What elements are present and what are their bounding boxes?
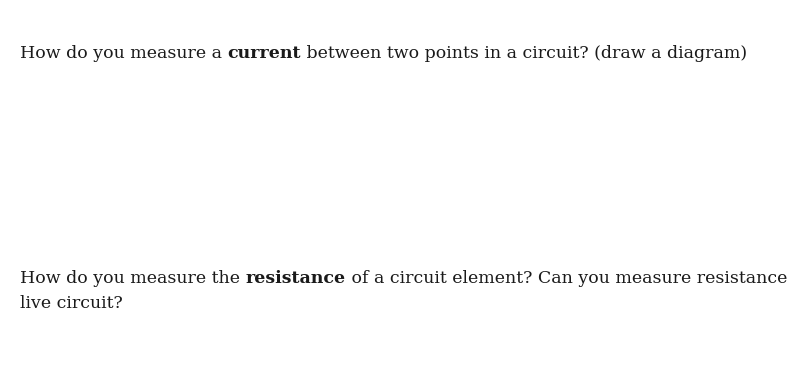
Text: resistance: resistance [246, 270, 345, 287]
Text: of a circuit element? Can you measure resistance in a: of a circuit element? Can you measure re… [345, 270, 787, 287]
Text: current: current [227, 45, 301, 62]
Text: between two points in a circuit? (draw a diagram): between two points in a circuit? (draw a… [301, 45, 747, 62]
Text: How do you measure the: How do you measure the [20, 270, 246, 287]
Text: How do you measure a: How do you measure a [20, 45, 227, 62]
Text: live circuit?: live circuit? [20, 295, 123, 312]
